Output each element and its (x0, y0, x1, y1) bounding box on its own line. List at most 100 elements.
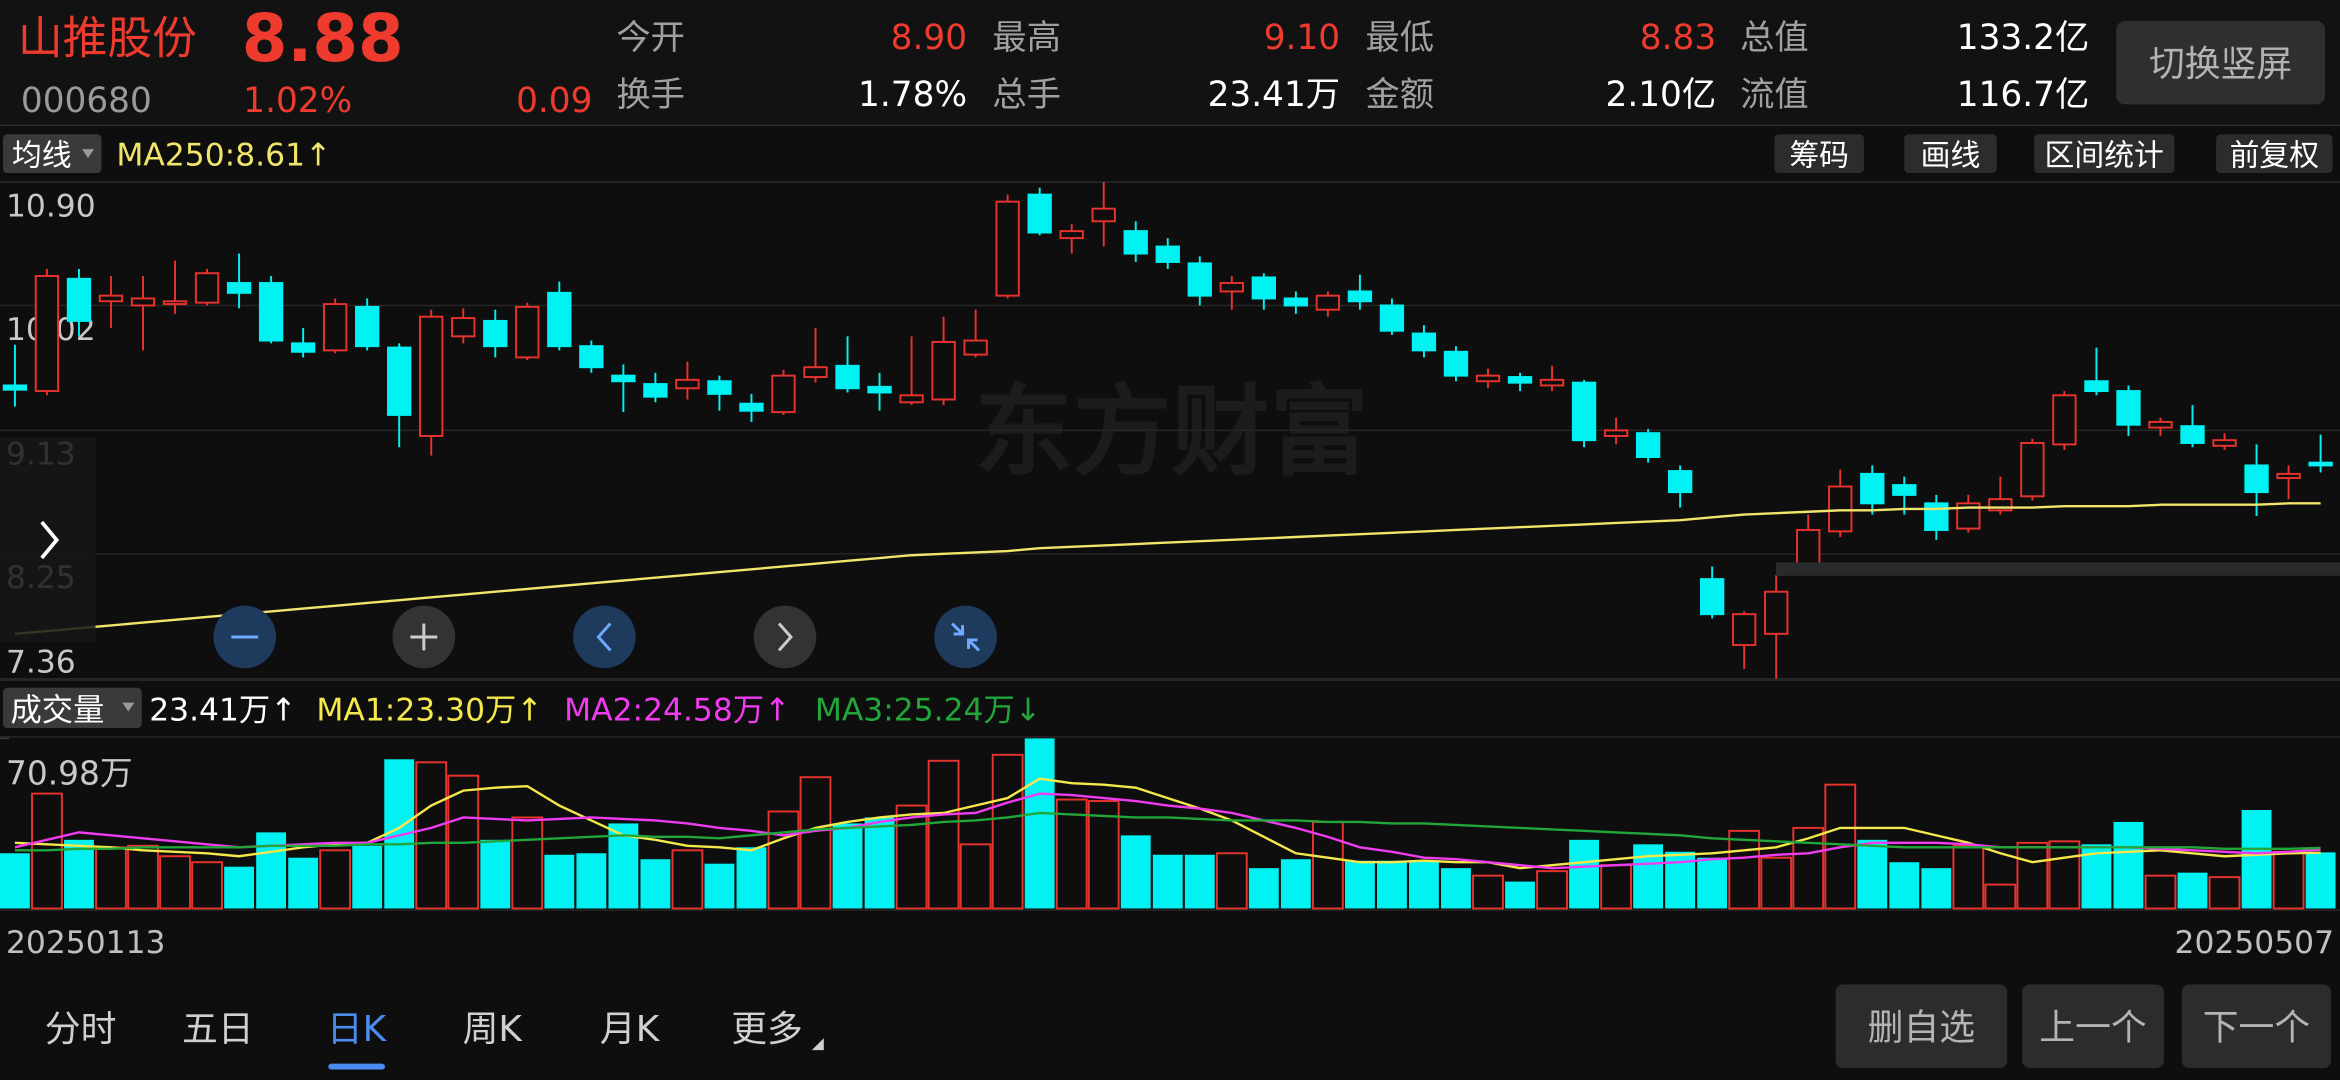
orientation-button[interactable]: 切换竖屏 (2116, 20, 2326, 105)
candle-body (162, 300, 188, 306)
moving-average-line (14, 811, 2321, 852)
stat-value: 2.10亿 (1606, 75, 1717, 115)
action-button[interactable]: 上一个 (2022, 984, 2164, 1069)
button-background (2116, 20, 2326, 105)
side-toggle-background (0, 437, 96, 642)
collapse-button[interactable] (934, 605, 997, 669)
volume-bar (1087, 800, 1120, 910)
legend-entry: MA3:25.24万↓ (815, 693, 1041, 729)
candle-body (1699, 578, 1725, 616)
candle-body (1956, 502, 1981, 530)
button-background (1904, 134, 1997, 174)
watermark: 东方财富 (975, 375, 1369, 489)
volume-bar (736, 847, 767, 909)
candle-body (2212, 439, 2237, 447)
legend-entry: MA1:23.30万↑ (316, 693, 542, 729)
indicator-dropdown[interactable]: 均线 (2, 134, 102, 174)
side-toggle[interactable] (0, 437, 96, 642)
volume-bar (1152, 854, 1183, 909)
dropdown-background (2, 134, 102, 174)
volume-bar (1633, 844, 1664, 909)
stat-label: 总值 (1740, 18, 1809, 58)
candle-body (1187, 262, 1212, 297)
y-tick-label: 10.90 (6, 188, 96, 224)
candle-body (1603, 429, 1629, 437)
candle-body (1315, 294, 1341, 311)
candle-body (963, 339, 988, 356)
candle-body (1251, 276, 1276, 300)
volume-bar (127, 844, 159, 910)
candle-body (2, 384, 28, 391)
candle-body (995, 200, 1020, 297)
move-left-button[interactable] (573, 605, 636, 669)
candle-body (1892, 484, 1917, 496)
candle-body (1860, 472, 1885, 505)
volume-bar (1184, 854, 1215, 909)
stat-value: 116.7亿 (1957, 75, 2090, 115)
button-label: 切换竖屏 (2149, 44, 2292, 85)
candle-body (1219, 282, 1244, 293)
candle-body (355, 305, 380, 348)
stat-label: 最低 (1365, 18, 1434, 58)
change-amount: 0.09 (516, 81, 592, 121)
chevron-icon (40, 520, 60, 560)
volume-bar (2016, 841, 2049, 910)
zoom-out-button[interactable] (213, 605, 277, 669)
stat-value: 1.78% (858, 75, 967, 115)
button-background (2022, 984, 2164, 1069)
stat-value: 8.90 (891, 18, 967, 58)
volume-bar (319, 849, 352, 910)
candle-body (1443, 350, 1469, 377)
candle-body (675, 378, 700, 390)
candle-body (2052, 394, 2077, 446)
period-tab[interactable]: 周K (463, 1009, 524, 1050)
toolbar-button[interactable]: 区间统计 (2034, 134, 2175, 174)
more-caret (811, 1038, 824, 1051)
volume-bar (2113, 821, 2144, 909)
tab-label: 日K (327, 1009, 388, 1050)
button-label: 画线 (1921, 139, 1981, 174)
period-tab[interactable]: 更多 (731, 1009, 824, 1050)
zoom-in-button[interactable] (392, 605, 456, 669)
legend-entry: MA250:8.61↑ (116, 138, 331, 174)
candle-body (835, 364, 860, 390)
volume-bar (767, 810, 800, 910)
volume-bar (1280, 859, 1311, 909)
period-tab[interactable]: 日K (327, 1009, 388, 1070)
stat-label: 总手 (992, 75, 1061, 115)
button-label: 删自选 (1868, 1008, 1975, 1049)
candle-body (451, 317, 476, 338)
toolbar-button[interactable]: 筹码 (1774, 134, 1864, 174)
candle-body (1828, 485, 1853, 533)
candle-body (899, 394, 924, 404)
volume-bar (1952, 844, 1985, 910)
button-label: 上一个 (2039, 1008, 2146, 1049)
toolbar-button[interactable]: 前复权 (2216, 134, 2333, 174)
button-label: 区间统计 (2045, 139, 2164, 174)
candle-body (98, 294, 124, 303)
tab-label: 五日 (182, 1009, 254, 1050)
action-button[interactable]: 删自选 (1835, 984, 2008, 1069)
period-tab[interactable]: 分时 (45, 1009, 117, 1050)
candle-body (515, 305, 540, 359)
toolbar-button[interactable]: 画线 (1904, 134, 1997, 174)
candle-body (1764, 590, 1789, 635)
volume-dropdown[interactable]: 成交量 (2, 687, 142, 729)
volume-bar (576, 853, 607, 909)
period-tab[interactable]: 月K (600, 1009, 661, 1050)
action-button[interactable]: 下一个 (2181, 984, 2332, 1069)
period-tab[interactable]: 五日 (182, 1009, 254, 1050)
candle-body (2308, 461, 2333, 467)
volume-bar (1569, 839, 1599, 909)
candle-body (2180, 425, 2205, 444)
stat-value: 133.2亿 (1957, 18, 2090, 58)
volume-bar (1377, 860, 1407, 909)
candle-body (1796, 529, 1821, 565)
volume-bar (1857, 839, 1888, 909)
volume-bar (959, 843, 992, 910)
x-tick-label: 20250113 (6, 925, 166, 961)
move-right-button[interactable] (753, 605, 817, 669)
candle-body (66, 277, 92, 322)
